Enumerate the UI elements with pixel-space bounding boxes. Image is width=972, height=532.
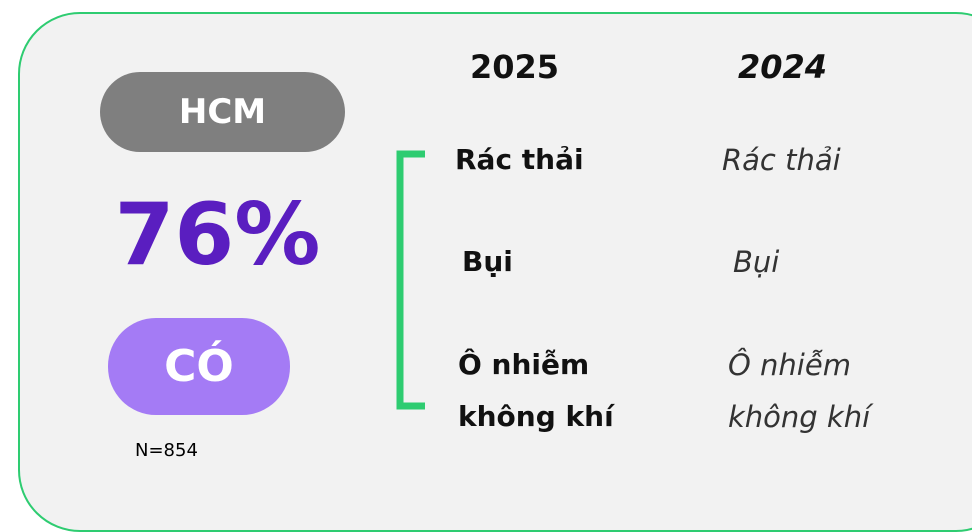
item: Ô nhiễm không khí (728, 348, 871, 434)
bracket (396, 150, 425, 410)
answer-pill: CÓ (108, 318, 290, 415)
bracket-line (396, 150, 425, 410)
item: Bụi (733, 245, 780, 279)
item: Rác thải (455, 143, 584, 176)
item: Rác thải (722, 143, 841, 177)
percent: 76% (114, 185, 321, 285)
year-header: 2024 (738, 48, 828, 86)
item: Bụi (462, 245, 513, 278)
year-header: 2025 (470, 48, 560, 86)
item: Ô nhiễm không khí (458, 348, 614, 433)
page: HCM 76% CÓ N=854 2025 2024 Rác thải Bụi … (18, 12, 972, 532)
sample-size: N=854 (135, 440, 198, 461)
region-pill: HCM (100, 72, 345, 152)
